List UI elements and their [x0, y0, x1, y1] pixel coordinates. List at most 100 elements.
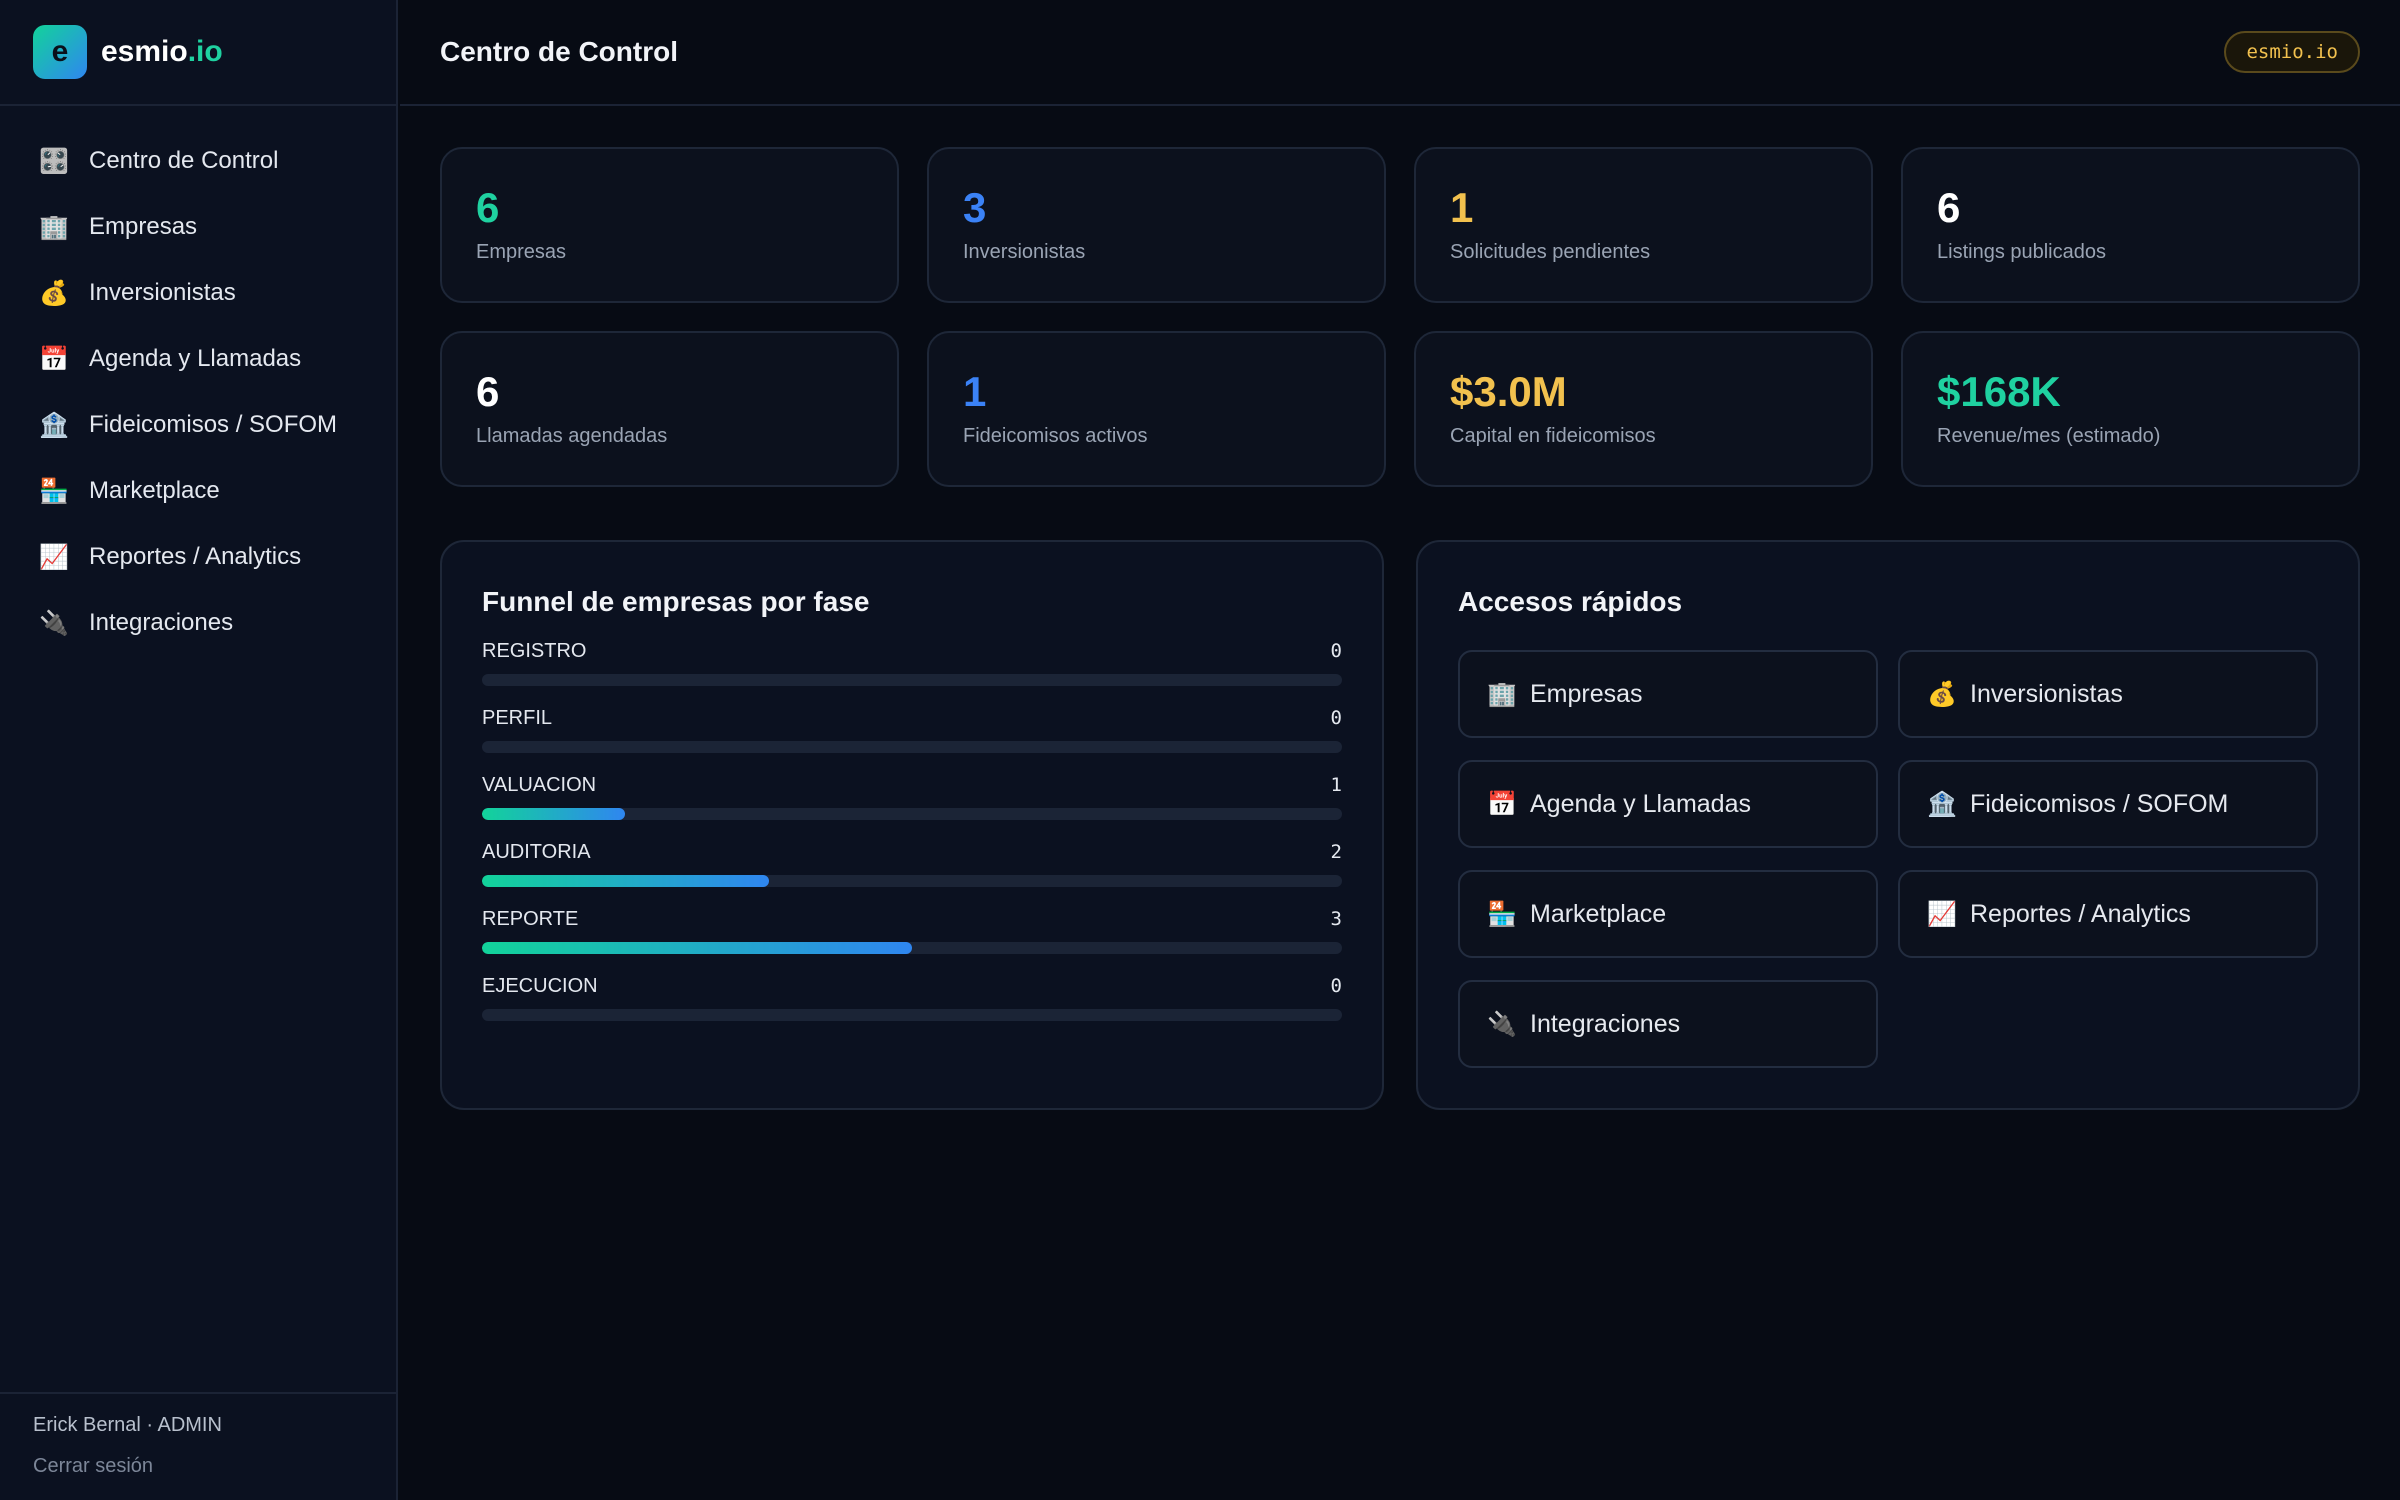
stat-label: Llamadas agendadas	[476, 425, 668, 448]
quick-link-label: Empresas	[1530, 679, 1643, 708]
progress-track	[482, 674, 1342, 686]
funnel-count: 2	[1330, 841, 1342, 863]
funnel-row-registro: REGISTRO 0	[482, 638, 1342, 705]
sidebar-item-marketplace[interactable]: 🏪 Marketplace	[0, 458, 396, 524]
stat-value: 1	[963, 368, 987, 415]
funnel-row-ejecucion: EJECUCION 0	[482, 973, 1342, 1040]
sidebar-item-label: Inversionistas	[89, 279, 236, 306]
stat-card-listings: 6 Listings publicados	[1901, 147, 2360, 303]
funnel-label: VALUACION	[482, 773, 597, 796]
quick-link-reportes[interactable]: 📈 Reportes / Analytics	[1898, 870, 2318, 958]
funnel-count: 0	[1330, 975, 1342, 997]
quick-link-empresas[interactable]: 🏢 Empresas	[1458, 650, 1878, 738]
progress-fill	[482, 808, 626, 820]
quick-access-title: Accesos rápidos	[1458, 586, 1683, 617]
sidebar-item-centro-de-control[interactable]: 🎛️ Centro de Control	[0, 128, 396, 194]
funnel-label: REPORTE	[482, 907, 579, 930]
funnel-label: EJECUCION	[482, 974, 598, 997]
progress-track	[482, 875, 1342, 887]
quick-link-label: Marketplace	[1530, 899, 1667, 928]
quick-link-integraciones[interactable]: 🔌 Integraciones	[1458, 980, 1878, 1068]
funnel-label: AUDITORIA	[482, 840, 591, 863]
sidebar-item-fideicomisos[interactable]: 🏦 Fideicomisos / SOFOM	[0, 392, 396, 458]
funnel-row-perfil: PERFIL 0	[482, 705, 1342, 772]
plug-icon: 🔌	[1487, 1010, 1517, 1038]
stat-card-fideicomisos: 1 Fideicomisos activos	[927, 331, 1386, 487]
progress-track	[482, 942, 1342, 954]
sidebar-item-label: Empresas	[89, 213, 198, 240]
sidebar-item-label: Centro de Control	[89, 147, 279, 174]
bank-icon: 🏦	[1927, 790, 1957, 818]
quick-link-agenda[interactable]: 📅 Agenda y Llamadas	[1458, 760, 1878, 848]
stat-card-empresas: 6 Empresas	[440, 147, 899, 303]
stat-value: 1	[1450, 184, 1474, 231]
funnel-count: 1	[1330, 774, 1342, 796]
current-user: Erick Bernal · ADMIN	[33, 1414, 222, 1436]
brand[interactable]: e esmio.io	[0, 0, 396, 106]
progress-fill	[482, 942, 912, 954]
sidebar-item-inversionistas[interactable]: 💰 Inversionistas	[0, 260, 396, 326]
funnel-label: PERFIL	[482, 706, 553, 729]
brand-name-tld: .io	[187, 35, 223, 68]
sidebar-item-label: Reportes / Analytics	[89, 543, 302, 570]
funnel-row-auditoria: AUDITORIA 2	[482, 839, 1342, 906]
page-title: Centro de Control	[440, 36, 678, 67]
chart-increasing-icon: 📈	[1927, 900, 1957, 928]
brand-logo-icon: e	[33, 25, 87, 79]
sidebar: e esmio.io 🎛️ Centro de Control 🏢 Empres…	[0, 0, 398, 1500]
brand-name-main: esmio	[101, 35, 188, 68]
quick-link-marketplace[interactable]: 🏪 Marketplace	[1458, 870, 1878, 958]
stat-card-inversionistas: 3 Inversionistas	[927, 147, 1386, 303]
funnel-rows: REGISTRO 0 PERFIL 0 VALUACION 1 AUDITORIA 2 …	[482, 638, 1342, 1040]
logout-link[interactable]: Cerrar sesión	[33, 1455, 154, 1477]
quick-link-label: Fideicomisos / SOFOM	[1970, 789, 2229, 818]
calendar-icon: 📅	[1487, 790, 1517, 818]
stat-value: 6	[476, 184, 500, 231]
quick-access-panel: Accesos rápidos 🏢 Empresas 💰 Inversionis…	[1416, 540, 2360, 1110]
plug-icon: 🔌	[39, 609, 69, 637]
stat-value: 6	[1937, 184, 1961, 231]
progress-fill	[482, 875, 769, 887]
stat-card-revenue: $168K Revenue/mes (estimado)	[1901, 331, 2360, 487]
stat-value: $3.0M	[1450, 368, 1567, 415]
stat-label: Revenue/mes (estimado)	[1937, 425, 2161, 448]
control-knobs-icon: 🎛️	[39, 147, 69, 175]
stat-value: $168K	[1937, 368, 2061, 415]
environment-badge: esmio.io	[2224, 31, 2360, 73]
stat-card-llamadas: 6 Llamadas agendadas	[440, 331, 899, 487]
store-icon: 🏪	[39, 477, 69, 505]
sidebar-item-reportes[interactable]: 📈 Reportes / Analytics	[0, 524, 396, 590]
brand-name: esmio.io	[101, 35, 223, 69]
quick-link-inversionistas[interactable]: 💰 Inversionistas	[1898, 650, 2318, 738]
progress-track	[482, 741, 1342, 753]
sidebar-item-label: Integraciones	[89, 609, 234, 636]
quick-link-label: Agenda y Llamadas	[1530, 789, 1751, 818]
sidebar-item-label: Fideicomisos / SOFOM	[89, 411, 338, 438]
stat-label: Inversionistas	[963, 241, 1086, 264]
money-bag-icon: 💰	[1927, 680, 1957, 708]
funnel-row-reporte: REPORTE 3	[482, 906, 1342, 973]
sidebar-item-agenda[interactable]: 📅 Agenda y Llamadas	[0, 326, 396, 392]
calendar-icon: 📅	[39, 345, 69, 373]
sidebar-nav: 🎛️ Centro de Control 🏢 Empresas 💰 Invers…	[0, 106, 396, 656]
quick-link-fideicomisos[interactable]: 🏦 Fideicomisos / SOFOM	[1898, 760, 2318, 848]
quick-link-label: Inversionistas	[1970, 679, 2123, 708]
stat-card-solicitudes: 1 Solicitudes pendientes	[1414, 147, 1873, 303]
stat-label: Listings publicados	[1937, 241, 2106, 264]
quick-access-grid: 🏢 Empresas 💰 Inversionistas 📅 Agenda y L…	[1458, 650, 2318, 1068]
stat-label: Solicitudes pendientes	[1450, 241, 1651, 264]
sidebar-item-label: Marketplace	[89, 477, 220, 504]
progress-track	[482, 1009, 1342, 1021]
money-bag-icon: 💰	[39, 279, 69, 307]
sidebar-item-label: Agenda y Llamadas	[89, 345, 302, 372]
sidebar-item-integraciones[interactable]: 🔌 Integraciones	[0, 590, 396, 656]
funnel-panel: Funnel de empresas por fase REGISTRO 0 PE…	[440, 540, 1384, 1110]
office-building-icon: 🏢	[1487, 680, 1517, 708]
stat-label: Fideicomisos activos	[963, 425, 1148, 448]
funnel-row-valuacion: VALUACION 1	[482, 772, 1342, 839]
stat-label: Empresas	[476, 241, 567, 264]
funnel-title: Funnel de empresas por fase	[482, 586, 870, 617]
chart-increasing-icon: 📈	[39, 543, 69, 571]
sidebar-item-empresas[interactable]: 🏢 Empresas	[0, 194, 396, 260]
stats-grid: 6 Empresas 3 Inversionistas 1 Solicitude…	[440, 147, 2360, 487]
